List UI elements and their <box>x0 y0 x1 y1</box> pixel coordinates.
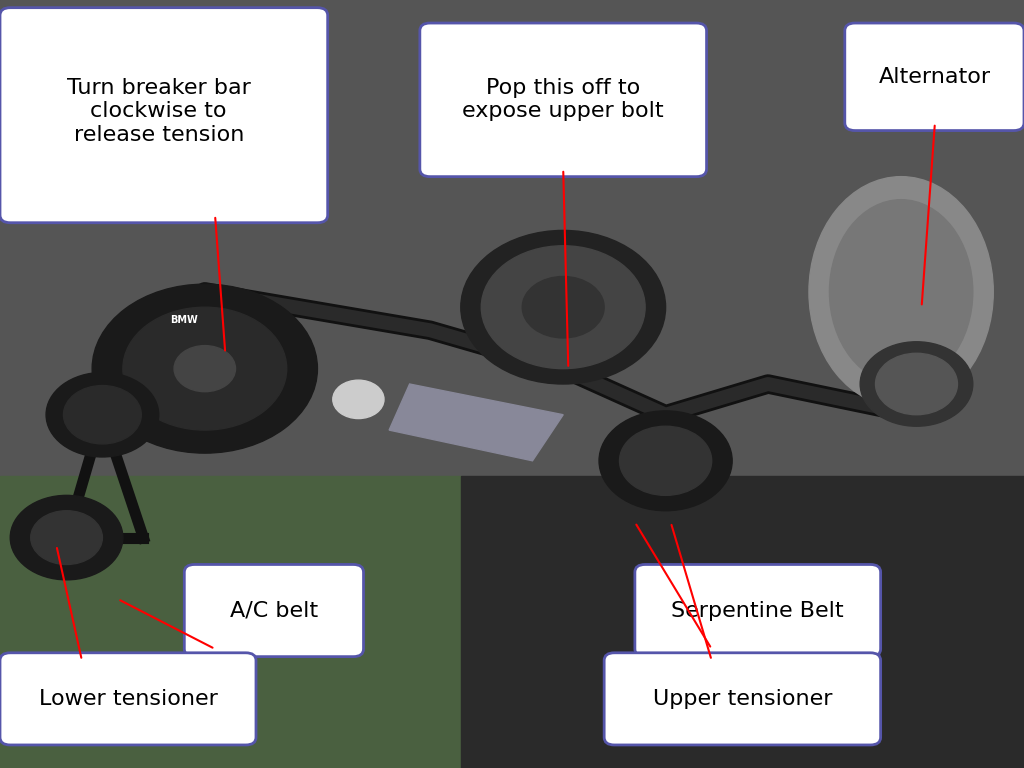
Ellipse shape <box>809 177 993 407</box>
Polygon shape <box>0 0 1024 476</box>
Circle shape <box>481 246 645 369</box>
Circle shape <box>123 307 287 430</box>
Bar <box>461 476 1024 768</box>
Text: Pop this off to
expose upper bolt: Pop this off to expose upper bolt <box>463 78 664 121</box>
Circle shape <box>174 346 236 392</box>
Circle shape <box>860 342 973 426</box>
FancyBboxPatch shape <box>420 23 707 177</box>
Bar <box>0 476 461 768</box>
Circle shape <box>333 380 384 419</box>
Circle shape <box>10 495 123 580</box>
Circle shape <box>31 511 102 564</box>
Circle shape <box>46 372 159 457</box>
Text: A/C belt: A/C belt <box>230 601 318 621</box>
FancyBboxPatch shape <box>0 8 328 223</box>
Circle shape <box>92 284 317 453</box>
Circle shape <box>620 426 712 495</box>
Text: Upper tensioner: Upper tensioner <box>652 689 833 709</box>
FancyBboxPatch shape <box>604 653 881 745</box>
FancyBboxPatch shape <box>635 564 881 657</box>
Text: Lower tensioner: Lower tensioner <box>39 689 217 709</box>
Text: Turn breaker bar
clockwise to
release tension: Turn breaker bar clockwise to release te… <box>67 78 251 144</box>
Circle shape <box>461 230 666 384</box>
Polygon shape <box>389 384 563 461</box>
FancyBboxPatch shape <box>184 564 364 657</box>
Circle shape <box>63 386 141 444</box>
Ellipse shape <box>829 200 973 384</box>
Text: Alternator: Alternator <box>879 67 991 87</box>
FancyBboxPatch shape <box>845 23 1024 131</box>
Circle shape <box>599 411 732 511</box>
Text: BMW: BMW <box>170 315 199 325</box>
Text: Serpentine Belt: Serpentine Belt <box>672 601 844 621</box>
FancyBboxPatch shape <box>0 653 256 745</box>
Circle shape <box>876 353 957 415</box>
Circle shape <box>522 276 604 338</box>
